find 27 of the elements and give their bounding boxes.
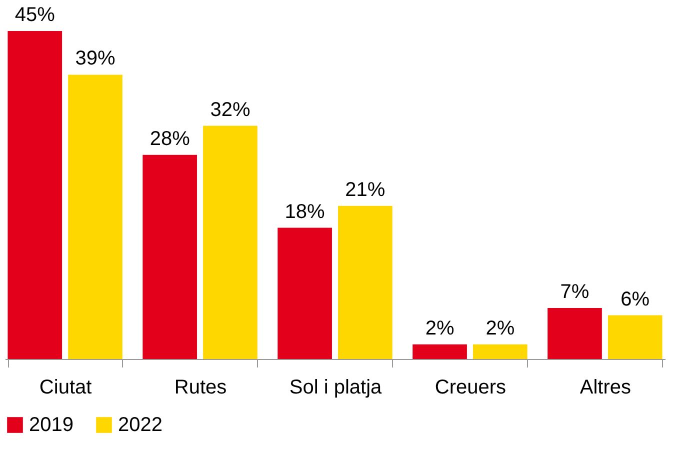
x-tick-label: Altres bbox=[580, 376, 631, 398]
data-label: 21% bbox=[345, 178, 386, 201]
legend-label: 2022 bbox=[118, 414, 162, 436]
data-label: 2% bbox=[425, 317, 454, 340]
data-label: 39% bbox=[75, 48, 116, 70]
data-label: 28% bbox=[150, 128, 190, 150]
data-label: 32% bbox=[210, 98, 250, 121]
x-tick-label: Creuers bbox=[434, 376, 506, 398]
bar bbox=[142, 154, 198, 359]
bar bbox=[278, 228, 332, 359]
bar bbox=[203, 126, 258, 359]
data-label: 2% bbox=[486, 317, 515, 340]
data-label: 18% bbox=[284, 200, 326, 223]
data-label: 6% bbox=[620, 288, 650, 310]
data-label: 45% bbox=[14, 4, 56, 26]
bar bbox=[412, 344, 467, 359]
legend-label: 2019 bbox=[29, 414, 74, 436]
x-tick-label: Rutes bbox=[174, 376, 227, 398]
bar bbox=[8, 31, 62, 359]
x-tick-label: Sol i platja bbox=[289, 376, 383, 398]
bar bbox=[338, 206, 392, 359]
bar bbox=[608, 315, 662, 359]
bar bbox=[548, 308, 602, 359]
x-tick-label: Ciutat bbox=[39, 376, 92, 398]
bar bbox=[472, 344, 528, 359]
bar bbox=[68, 74, 122, 359]
data-label: 7% bbox=[560, 280, 590, 303]
